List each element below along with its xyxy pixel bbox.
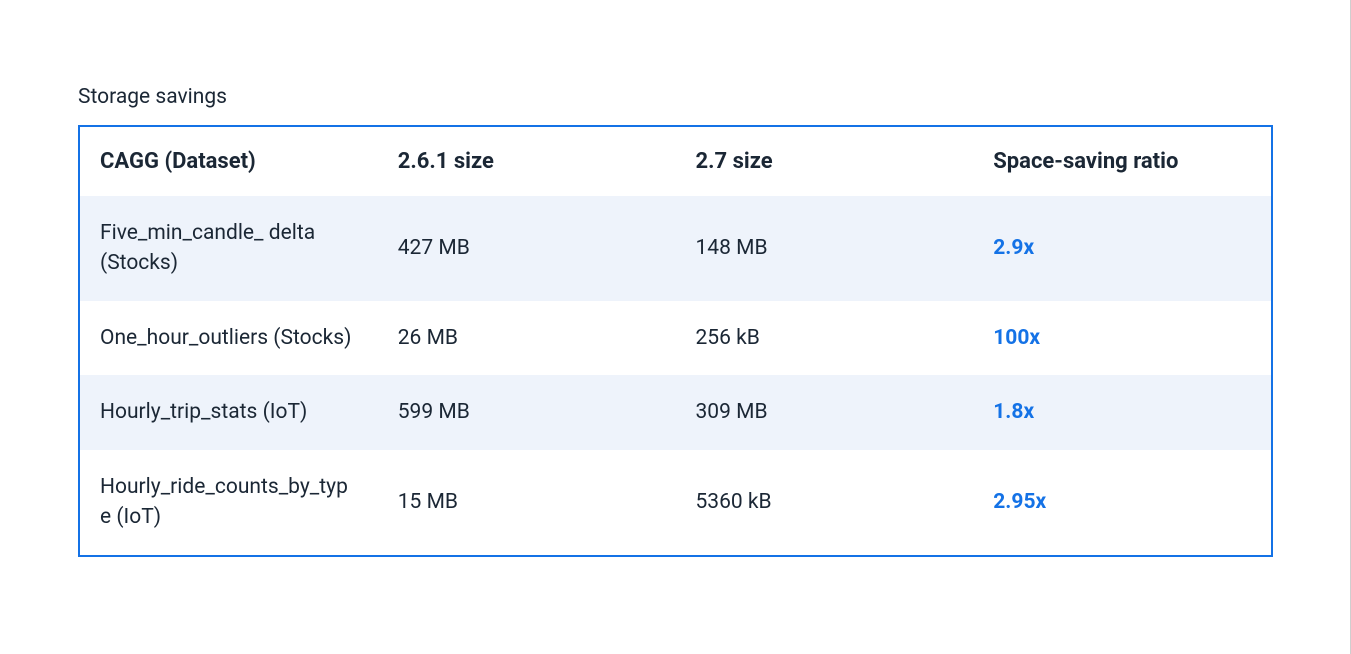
storage-savings-container: Storage savings CAGG (Dataset) 2.6.1 siz… bbox=[0, 0, 1351, 557]
cell-dataset: Five_min_candle_ delta (Stocks) bbox=[80, 196, 378, 301]
table-header-row: CAGG (Dataset) 2.6.1 size 2.7 size Space… bbox=[80, 127, 1271, 196]
table-title: Storage savings bbox=[78, 85, 1273, 109]
col-header-dataset: CAGG (Dataset) bbox=[80, 127, 378, 196]
col-header-ratio: Space-saving ratio bbox=[973, 127, 1271, 196]
table-row: Hourly_ride_counts_by_type (IoT) 15 MB 5… bbox=[80, 450, 1271, 555]
cell-dataset: Hourly_ride_counts_by_type (IoT) bbox=[80, 450, 378, 555]
cell-size1: 427 MB bbox=[378, 196, 676, 301]
cell-ratio: 1.8x bbox=[993, 400, 1034, 424]
col-header-size2: 2.7 size bbox=[676, 127, 974, 196]
table-wrapper: CAGG (Dataset) 2.6.1 size 2.7 size Space… bbox=[78, 125, 1273, 557]
table-row: Hourly_trip_stats (IoT) 599 MB 309 MB 1.… bbox=[80, 375, 1271, 449]
cell-dataset: Hourly_trip_stats (IoT) bbox=[80, 375, 378, 449]
cell-size1: 15 MB bbox=[378, 450, 676, 555]
cell-ratio: 2.95x bbox=[993, 490, 1046, 514]
cell-size2: 148 MB bbox=[676, 196, 974, 301]
cell-size1: 26 MB bbox=[378, 301, 676, 375]
cell-size2: 5360 kB bbox=[676, 450, 974, 555]
cell-ratio: 100x bbox=[993, 326, 1040, 350]
table-row: Five_min_candle_ delta (Stocks) 427 MB 1… bbox=[80, 196, 1271, 301]
cell-size2: 256 kB bbox=[676, 301, 974, 375]
storage-savings-table: CAGG (Dataset) 2.6.1 size 2.7 size Space… bbox=[80, 127, 1271, 555]
table-row: One_hour_outliers (Stocks) 26 MB 256 kB … bbox=[80, 301, 1271, 375]
cell-size1: 599 MB bbox=[378, 375, 676, 449]
cell-ratio: 2.9x bbox=[993, 236, 1034, 260]
col-header-size1: 2.6.1 size bbox=[378, 127, 676, 196]
cell-size2: 309 MB bbox=[676, 375, 974, 449]
cell-dataset: One_hour_outliers (Stocks) bbox=[80, 301, 378, 375]
